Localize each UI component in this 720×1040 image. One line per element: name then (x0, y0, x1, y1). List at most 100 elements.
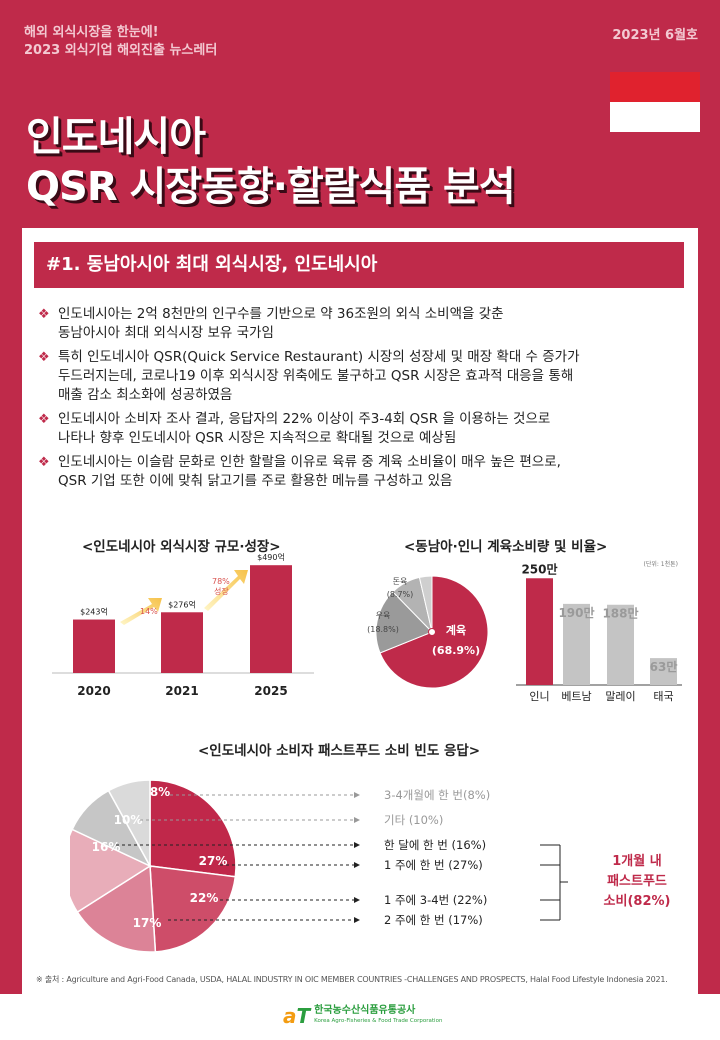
bar (161, 612, 203, 673)
legend-label: 1 주에 한 번 (27%) (384, 858, 483, 872)
pie-slice (418, 575, 433, 633)
value-label: 250만 (521, 561, 557, 576)
diamond-bullet-icon: ❖ (38, 350, 50, 365)
tick-label: 태국 (653, 690, 673, 703)
slice-pct: (18.8%) (367, 625, 399, 634)
bar (526, 578, 553, 685)
growth-label: 78% (212, 577, 230, 586)
growth-arrow-icon (204, 570, 248, 611)
slice-pct: (68.9%) (432, 644, 480, 657)
tick-label: 인니 (529, 690, 549, 703)
bullet-line: 특히 인도네시아 QSR(Quick Service Restaurant) 시… (58, 349, 580, 365)
bullet-line: 동남아시아 최대 외식시장 보유 국가임 (58, 325, 274, 341)
slice-pct: 8% (150, 785, 170, 799)
meat-consumption-chart-title: <동남아·인니 계육소비량 및 비율> (404, 539, 608, 555)
diamond-bullet-icon: ❖ (38, 412, 50, 427)
bullet-line: 인도네시아 소비자 조사 결과, 응답자의 22% 이상이 주3-4회 QSR … (58, 411, 551, 427)
fastfood-frequency-pie: 27% 22% 17% 16% 10% 8% 3-4개월에 한 번(8%) 기타 (10%) 한… (70, 779, 671, 953)
issue-date: 2023년 6월호 (612, 28, 698, 43)
newsletter-header: 해외 외식시장을 한눈에! 2023 외식기업 해외진출 뉴스레터 (24, 24, 217, 60)
bullet-list: ❖ 인도네시아는 2억 8천만의 인구수를 기반으로 약 36조원의 외식 소비… (38, 305, 688, 496)
bullet-item: ❖ 인도네시아는 이슬람 문화로 인한 할랄을 이유로 육류 중 계육 소비율이… (38, 453, 688, 491)
section-heading: #1. 동남아시아 최대 외식시장, 인도네시아 (34, 242, 684, 288)
tick-label: 2021 (165, 684, 198, 698)
pie-slice (70, 828, 152, 914)
legend-label: 1 주에 3-4번 (22%) (384, 893, 487, 907)
bullet-line: 나타나 향후 인도네시아 QSR 시장은 지속적으로 확대될 것으로 예상됨 (58, 430, 457, 446)
legend-label: 기타 (10%) (384, 813, 443, 827)
pie-slice (375, 591, 433, 654)
slice-pct: 27% (199, 854, 228, 868)
legend-label: 2 주에 한 번 (17%) (384, 913, 483, 927)
tick-label: 2025 (254, 684, 287, 698)
arrowhead-icon (354, 842, 360, 848)
bar (607, 604, 634, 685)
bullet-line: 매출 감소 최소화에 성공하였음 (58, 387, 233, 403)
footer (0, 994, 720, 1040)
value-label: 190만 (558, 605, 594, 620)
slice-pct: (8.7%) (387, 590, 414, 599)
value-label: $276억 (168, 599, 196, 609)
slice-label: 돈육 (393, 577, 408, 586)
bracket-label: 패스트푸드 (607, 874, 667, 889)
unit-label: (단위: 1천톤) (643, 560, 678, 568)
bullet-line: 두드러지는데, 코로나19 이후 외식시장 위축에도 불구하고 QSR 시장은 … (58, 368, 574, 384)
value-label: $490억 (257, 552, 285, 562)
tick-label: 베트남 (561, 690, 591, 703)
bullet-line: 인도네시아는 이슬람 문화로 인한 할랄을 이유로 육류 중 계육 소비율이 매… (58, 454, 561, 470)
market-size-chart: 14% 78% 성장 $243억 2020 $276억 2021 $490억 2025 (52, 552, 314, 698)
source-note: ※ 출처 : Agriculture and Agri-Food Canada,… (36, 975, 668, 984)
value-label: 63만 (650, 659, 678, 674)
bullet-item: ❖ 인도네시아 소비자 조사 결과, 응답자의 22% 이상이 주3-4회 QS… (38, 410, 688, 448)
pie-slice (149, 865, 237, 953)
bullet-item: ❖ 특히 인도네시아 QSR(Quick Service Restaurant)… (38, 348, 688, 405)
bullet-line: 인도네시아는 2억 8천만의 인구수를 기반으로 약 36조원의 외식 소비액을… (58, 306, 504, 322)
title-line-1: 인도네시아 (26, 114, 206, 160)
growth-label: 14% (140, 607, 158, 616)
diamond-bullet-icon: ❖ (38, 455, 50, 470)
indonesia-flag-icon (610, 72, 700, 132)
bullet-line: QSR 기업 또한 이에 맞춰 닭고기를 주로 활용한 메뉴를 구성하고 있음 (58, 473, 453, 489)
at-logo: aT 한국농수산식품유통공사 Korea Agro-Fisheries & Fo… (283, 1004, 442, 1028)
page-title: 인도네시아 QSR 시장동향·할랄식품 분석 (26, 112, 516, 212)
slice-label: 우육 (376, 611, 391, 620)
slice-pct: 16% (92, 840, 121, 854)
tick-label: 말레이 (605, 690, 635, 703)
market-size-chart-title: <인도네시아 외식시장 규모·성장> (82, 539, 281, 555)
slice-label: 계육 (446, 623, 466, 637)
arrowhead-icon (354, 897, 360, 903)
arrowhead-icon (354, 817, 360, 823)
fastfood-frequency-chart-title: <인도네시아 소비자 패스트푸드 소비 빈도 응답> (198, 743, 481, 759)
bar (73, 619, 115, 673)
bar (650, 658, 677, 685)
arrowhead-icon (354, 792, 360, 798)
slice-pct: 17% (133, 916, 162, 930)
value-label: $243억 (80, 607, 108, 617)
legend-label: 3-4개월에 한 번(8%) (384, 788, 490, 802)
diamond-bullet-icon: ❖ (38, 307, 50, 322)
bullet-item: ❖ 인도네시아는 2억 8천만의 인구수를 기반으로 약 36조원의 외식 소비… (38, 305, 688, 343)
pie-slice (149, 779, 237, 878)
growth-arrow-icon (120, 598, 162, 625)
bracket-label: 1개월 내 (612, 853, 661, 869)
value-label: 188만 (602, 606, 638, 621)
pie-center-dot (428, 628, 436, 636)
header-tagline: 해외 외식시장을 한눈에! (24, 25, 159, 40)
bracket-label: 소비(82%) (604, 894, 671, 909)
tick-label: 2020 (77, 684, 110, 698)
header-series: 2023 외식기업 해외진출 뉴스레터 (24, 43, 218, 58)
slice-pct: 10% (114, 813, 143, 827)
org-name-en: Korea Agro-Fisheries & Food Trade Corpor… (314, 1018, 443, 1024)
arrowhead-icon (354, 917, 360, 923)
title-line-2: QSR 시장동향·할랄식품 분석 (26, 164, 516, 210)
legend-label: 한 달에 한 번 (16%) (384, 838, 486, 852)
pie-slice (76, 864, 157, 953)
bar (250, 565, 292, 673)
org-name-ko: 한국농수산식품유통공사 (314, 1005, 416, 1016)
at-logo-mark: aT (283, 1004, 311, 1028)
pie-slice (107, 779, 151, 867)
bar (563, 603, 590, 685)
meat-share-pie: 계육 (68.9%) 우육 (18.8%) 돈육 (8.7%) (367, 575, 489, 689)
arrowhead-icon (354, 862, 360, 868)
